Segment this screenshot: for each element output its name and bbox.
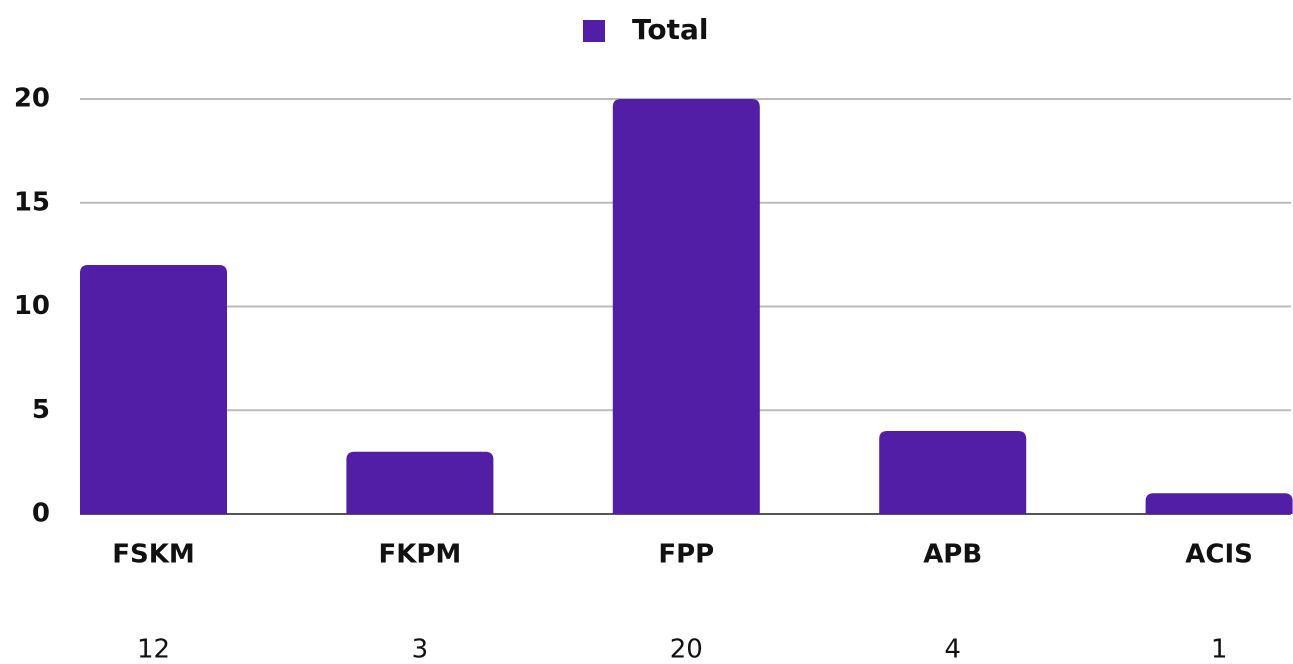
data-table-value: 3 (412, 635, 429, 664)
x-tick-label: FKPM (378, 540, 461, 570)
bar (80, 265, 227, 514)
y-tick-label: 15 (14, 187, 50, 217)
bar (1145, 493, 1293, 514)
legend-label: Total (632, 13, 709, 46)
data-table-value: 1 (1211, 635, 1228, 664)
y-tick-label: 20 (14, 84, 50, 114)
data-table-value: 4 (944, 635, 961, 664)
x-tick-label: FSKM (112, 540, 195, 570)
legend-swatch (583, 20, 605, 42)
x-tick-label: ACIS (1185, 540, 1253, 570)
data-table-value: 20 (670, 635, 703, 664)
bar (612, 99, 760, 514)
bar (879, 431, 1027, 514)
y-tick-label: 10 (14, 291, 50, 321)
bar (346, 451, 494, 514)
x-tick-label: FPP (658, 540, 714, 570)
data-table-value: 12 (137, 635, 170, 664)
x-tick-label: APB (923, 540, 982, 570)
y-tick-label: 5 (32, 395, 50, 425)
y-tick-label: 0 (32, 499, 50, 529)
